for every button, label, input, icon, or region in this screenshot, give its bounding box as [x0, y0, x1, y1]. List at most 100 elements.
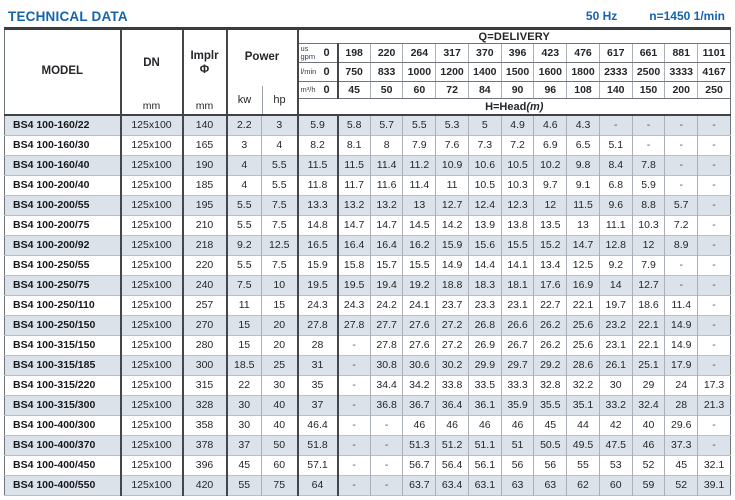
dn-cell: 125x100 — [119, 415, 183, 435]
table-header: MODEL DN mm Implr Φ mm — [4, 28, 731, 116]
table-row: BS4 100-315/150 125x100 280 15 20 28-27.8 27.6… — [4, 335, 731, 355]
model-cell: BS4 100-200/40 — [13, 179, 90, 191]
hp-cell: 7.5 — [260, 195, 298, 215]
head-value-cell: 26.2 — [533, 335, 567, 355]
head-value-cell: - — [697, 435, 731, 455]
table-row: BS4 100-315/300 125x100 328 30 40 37-36.8 36.7… — [4, 395, 731, 415]
head-value-cell: 13.8 — [500, 215, 534, 235]
head-value-cell: 8.2 — [296, 135, 338, 155]
head-value-cell: 11.5 — [566, 195, 600, 215]
kw-cell: 30 — [225, 415, 262, 435]
kw-cell: 15 — [225, 315, 262, 335]
head-value-cell: 35 — [296, 375, 338, 395]
head-value-cell: - — [336, 335, 371, 355]
head-value-cell: 52 — [664, 475, 698, 495]
head-value-cell: 46 — [631, 435, 665, 455]
flow-value-cell: 1101 — [697, 43, 731, 63]
head-value-cell: 56.7 — [402, 455, 436, 475]
dn-unit-label: mm — [142, 100, 161, 112]
head-value-cell: 23.3 — [467, 295, 502, 315]
head-value-cell: 14.7 — [336, 215, 371, 235]
head-value-cell: 19.7 — [598, 295, 633, 315]
head-value-cell: 5.7 — [369, 115, 403, 135]
head-value-cell: 34.4 — [369, 375, 403, 395]
flow-zero-value: 0 — [323, 47, 330, 60]
hp-unit-label: hp — [261, 86, 297, 114]
impeller-cell: 220 — [181, 255, 227, 275]
head-value-cell: 32.4 — [631, 395, 665, 415]
head-value-cell: 21.3 — [697, 395, 731, 415]
head-value-cell: 14.9 — [664, 315, 698, 335]
kw-cell: 3 — [225, 135, 262, 155]
head-value-cell: 17.6 — [533, 275, 567, 295]
head-value-cell: 14.9 — [664, 335, 698, 355]
flow-value-cell: 2333 — [598, 62, 633, 82]
head-value-cell: 46.4 — [296, 415, 338, 435]
head-value-cell: 7.2 — [664, 215, 698, 235]
kw-unit-label: kw — [237, 94, 252, 106]
impeller-header-label: Implr — [190, 50, 219, 63]
table-row: BS4 100-200/55 125x100 195 5.5 7.5 13.3 13.2 13… — [4, 195, 731, 215]
dn-cell: 125x100 — [119, 375, 183, 395]
operating-conditions: 50 Hz n=1450 1/min — [586, 9, 729, 23]
head-value-cell: 14.1 — [500, 255, 534, 275]
head-value-cell: 23.2 — [598, 315, 633, 335]
kw-cell: 18.5 — [225, 355, 262, 375]
head-value-cell: 22.1 — [631, 335, 665, 355]
hp-cell: 40 — [260, 415, 298, 435]
head-value-cell: 36.8 — [369, 395, 403, 415]
kw-cell: 15 — [225, 335, 262, 355]
dn-cell: 125x100 — [119, 475, 183, 495]
dn-cell: 125x100 — [119, 275, 183, 295]
head-value-cell: 13.2 — [336, 195, 371, 215]
kw-cell: 9.2 — [225, 235, 262, 255]
head-value-cell: - — [697, 195, 731, 215]
head-value-cell: - — [697, 255, 731, 275]
head-value-cell: 29 — [631, 375, 665, 395]
impeller-cell: 328 — [181, 395, 227, 415]
head-value-cell: 35.5 — [533, 395, 567, 415]
hp-cell: 4 — [260, 135, 298, 155]
flow-value-cell: 150 — [631, 81, 665, 99]
model-cell: BS4 100-250/75 — [4, 275, 121, 295]
head-value-cell: 10.3 — [631, 215, 665, 235]
head-value-cell: 35.1 — [566, 395, 600, 415]
dn-header-label: DN — [143, 57, 160, 70]
impeller-cell: 257 — [181, 295, 227, 315]
table-row: BS4 100-250/75 125x100 240 7.5 10 19.5 19.5 19.… — [4, 275, 731, 295]
head-value-cell: 24.3 — [336, 295, 371, 315]
technical-data-table: MODEL DN mm Implr Φ mm — [4, 27, 731, 496]
head-unit-text: (m) — [526, 100, 544, 113]
head-value-cell: 11.4 — [664, 295, 698, 315]
head-value-cell: - — [369, 435, 403, 455]
table-row: BS4 100-400/300 125x100 358 30 40 46.4- -46 46 4… — [4, 415, 731, 435]
flow-unit-label: l/min — [300, 66, 317, 76]
head-value-cell: 5.3 — [435, 115, 469, 135]
impeller-cell: 420 — [181, 475, 227, 495]
head-value-cell: 8.1 — [336, 135, 371, 155]
head-value-cell: 18.3 — [467, 275, 502, 295]
head-value-cell: 57.1 — [296, 455, 338, 475]
flow-value-cell: 90 — [500, 81, 534, 99]
head-value-cell: - — [697, 115, 731, 135]
head-value-cell: 30.8 — [369, 355, 403, 375]
head-value-cell: 11.6 — [369, 175, 403, 195]
flow-value-cell: 4167 — [697, 62, 731, 82]
head-value-cell: 36.1 — [467, 395, 502, 415]
head-value-cell: 51.2 — [435, 435, 469, 455]
head-value-cell: 28.6 — [566, 355, 600, 375]
head-label-text: H=Head — [485, 100, 527, 113]
head-value-cell: - — [369, 455, 403, 475]
model-cell: BS4 100-400/300 — [13, 419, 96, 431]
head-value-cell: 5.7 — [664, 195, 698, 215]
head-value-cell: 15.7 — [369, 255, 403, 275]
dn-cell: 125x100 — [119, 215, 183, 235]
flow-value-cell: 45 — [336, 81, 371, 99]
dn-cell: 125x100 — [119, 195, 183, 215]
head-value-cell: - — [369, 475, 403, 495]
head-value-cell: 12.5 — [566, 255, 600, 275]
head-value-cell: 37 — [296, 395, 338, 415]
head-value-cell: 12 — [631, 235, 665, 255]
flow-value-cell: 264 — [402, 43, 436, 63]
table-row: BS4 100-160/30 125x100 165 3 4 8.2 8.1 8 7.9 7.6 7… — [4, 135, 731, 155]
